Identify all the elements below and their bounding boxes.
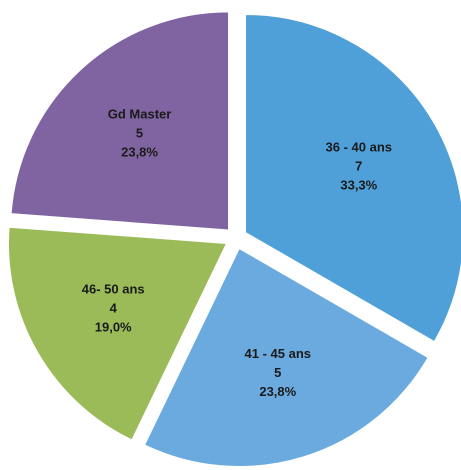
pie-slice: [245, 13, 461, 343]
slice-value-label: 7: [355, 159, 362, 174]
slice-percentage-label: 19,0%: [95, 319, 132, 334]
slice-value-label: 5: [136, 125, 143, 140]
slice-percentage-label: 23,8%: [259, 384, 296, 399]
slice-percentage-label: 23,8%: [121, 144, 158, 159]
slice-category-label: 36 - 40 ans: [326, 140, 393, 155]
slice-category-label: Gd Master: [108, 106, 172, 121]
pie-slice: [10, 11, 230, 231]
slice-category-label: 46- 50 ans: [82, 281, 145, 296]
slice-value-label: 4: [110, 300, 118, 315]
pie-slice: [8, 226, 228, 441]
slice-value-label: 5: [274, 365, 281, 380]
slice-category-label: 41 - 45 ans: [245, 346, 312, 361]
slice-percentage-label: 33,3%: [340, 178, 377, 193]
pie-slice: [143, 247, 429, 468]
